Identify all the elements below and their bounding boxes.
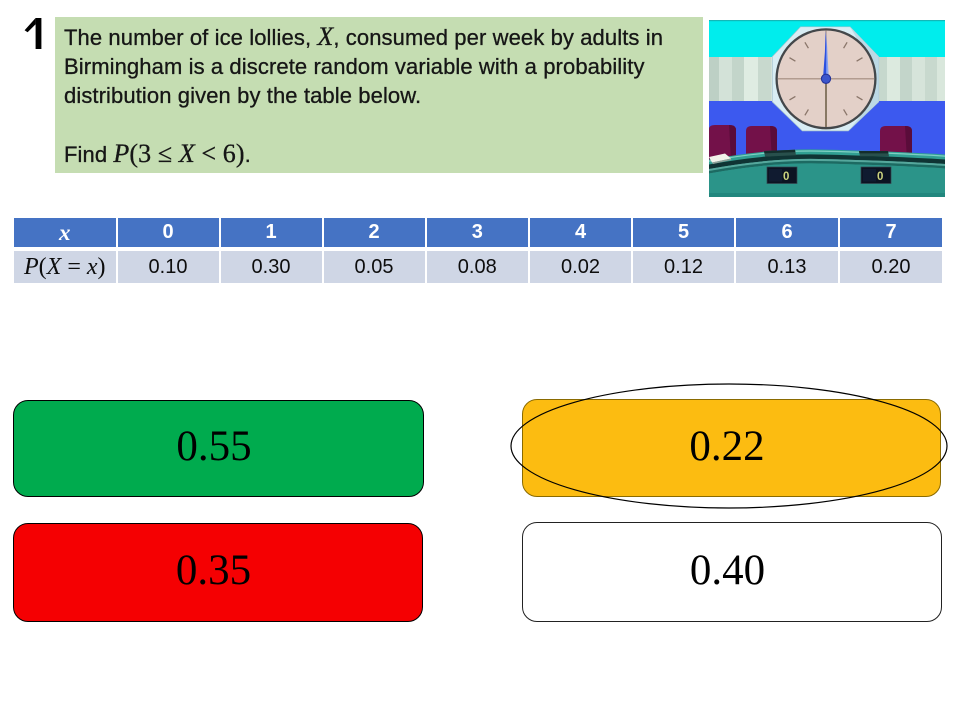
svg-text:0: 0 (783, 171, 789, 183)
svg-text:0: 0 (877, 171, 883, 183)
